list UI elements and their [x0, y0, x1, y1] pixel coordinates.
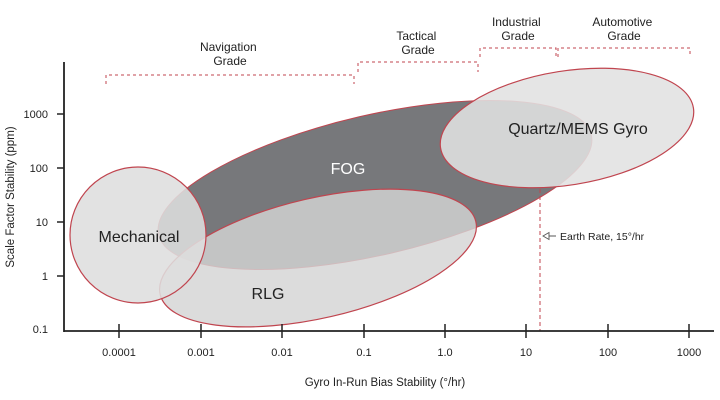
x-tick-label: 100 [599, 347, 617, 359]
y-tick-label: 100 [30, 163, 48, 175]
mechanical-region [69, 166, 207, 304]
y-tick-label: 0.1 [33, 324, 48, 336]
earth-rate-annotation: Earth Rate, 15°/hr [560, 231, 645, 243]
x-tick-label: 10 [520, 347, 532, 359]
x-tick-label: 0.001 [187, 347, 215, 359]
quartz-mems-label: Quartz/MEMS Gyro [508, 121, 648, 138]
industrial-grade-bracket [479, 47, 557, 57]
x-tick-label: 0.0001 [102, 347, 136, 359]
navigation-grade-label: Navigation Grade [200, 40, 260, 68]
industrial-grade-label: Industrial Grade [492, 15, 544, 43]
fog-label: FOG [331, 161, 366, 178]
automotive-grade-bracket [557, 47, 691, 57]
grade-brackets [105, 47, 691, 84]
navigation-grade-bracket [105, 74, 355, 84]
automotive-grade-label: Automotive Grade [592, 15, 655, 43]
x-tick-label: 0.1 [356, 347, 371, 359]
x-tick-label: 0.01 [271, 347, 292, 359]
x-tick-label: 1.0 [437, 347, 452, 359]
y-tick-label: 10 [36, 217, 48, 229]
y-tick-label: 1 [42, 271, 48, 283]
x-ticks [118, 324, 690, 338]
tactical-grade-label: Tactical Grade [396, 29, 439, 57]
mechanical-label: Mechanical [99, 229, 180, 246]
quartz-mems-region [439, 67, 695, 189]
y-tick-label: 1000 [24, 109, 48, 121]
y-ticks [57, 113, 64, 277]
earth-rate-arrow-icon [542, 231, 556, 241]
y-axis-title: Scale Factor Stability (ppm) [5, 126, 17, 267]
x-tick-label: 1000 [677, 347, 701, 359]
rlg-label: RLG [252, 286, 285, 303]
tactical-grade-bracket [357, 61, 479, 72]
x-axis-title: Gyro In-Run Bias Stability (°/hr) [305, 377, 466, 389]
